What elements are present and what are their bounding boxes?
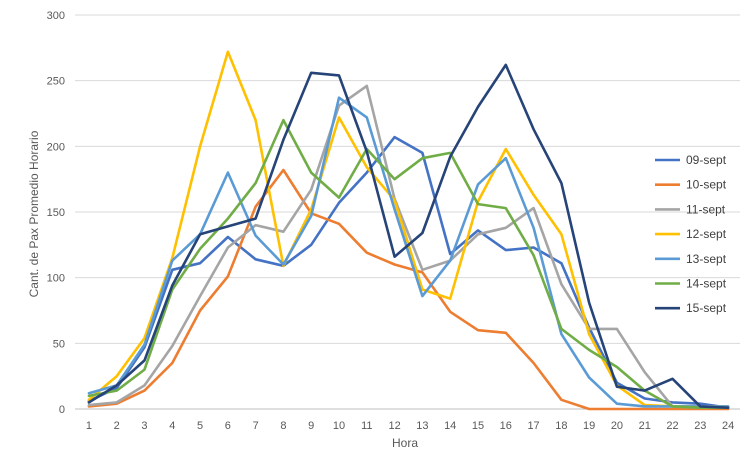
- y-tick-label: 0: [59, 404, 65, 416]
- x-tick-label: 13: [416, 420, 428, 432]
- x-tick-label: 9: [308, 420, 314, 432]
- y-axis-ticks: 0 50 100 150 200 250 300: [47, 10, 65, 416]
- series-line-09-sept: [87, 135, 730, 410]
- y-tick-label: 300: [47, 10, 65, 22]
- x-tick-label: 20: [611, 420, 623, 432]
- x-tick-label: 19: [583, 420, 595, 432]
- legend-label: 12-sept: [686, 227, 727, 241]
- legend-label: 13-sept: [686, 252, 727, 266]
- x-tick-label: 22: [666, 420, 678, 432]
- x-tick-label: 6: [225, 420, 231, 432]
- y-tick-label: 200: [47, 141, 65, 153]
- x-tick-label: 14: [444, 420, 456, 432]
- x-tick-label: 18: [555, 420, 567, 432]
- x-tick-label: 12: [388, 420, 400, 432]
- x-tick-label: 4: [169, 420, 175, 432]
- x-tick-label: 8: [280, 420, 286, 432]
- x-tick-label: 2: [114, 420, 120, 432]
- series-line-10-sept: [87, 168, 730, 411]
- series-line-15-sept: [87, 63, 730, 410]
- series-line-11-sept: [87, 84, 730, 410]
- x-tick-label: 21: [639, 420, 651, 432]
- y-axis-title: Cant. de Pax Promedio Horario: [27, 130, 41, 297]
- y-tick-label: 100: [47, 273, 65, 285]
- x-tick-label: 17: [527, 420, 539, 432]
- x-tick-label: 15: [472, 420, 484, 432]
- x-tick-label: 7: [253, 420, 259, 432]
- series-line-14-sept: [87, 118, 730, 410]
- x-tick-label: 24: [722, 420, 734, 432]
- x-tick-label: 11: [361, 420, 372, 432]
- legend-label: 14-sept: [686, 277, 727, 291]
- x-tick-label: 16: [500, 420, 512, 432]
- legend-label: 10-sept: [686, 178, 727, 192]
- x-tick-label: 10: [333, 420, 345, 432]
- legend-label: 09-sept: [686, 153, 727, 167]
- series-lines: [87, 50, 730, 411]
- legend: 09-sept 10-sept 11-sept 12-sept 13-sept 14-se…: [655, 153, 727, 315]
- x-tick-label: 3: [141, 420, 147, 432]
- x-tick-label: 1: [86, 420, 92, 432]
- y-tick-label: 50: [53, 338, 65, 350]
- legend-label: 15-sept: [686, 301, 727, 315]
- gridlines: [75, 14, 740, 410]
- y-tick-label: 150: [47, 207, 65, 219]
- y-tick-label: 250: [47, 76, 65, 88]
- x-tick-label: 5: [197, 420, 203, 432]
- x-tick-label: 23: [694, 420, 706, 432]
- series-line-13-sept: [87, 96, 730, 408]
- x-axis-title: Hora: [392, 436, 418, 450]
- legend-label: 11-sept: [686, 202, 726, 216]
- x-axis-ticks: 1 2 3 4 5 6 7 8 9 10 11 12 13 14 15 16 17 18 19 20 21 22 23 24: [86, 420, 734, 432]
